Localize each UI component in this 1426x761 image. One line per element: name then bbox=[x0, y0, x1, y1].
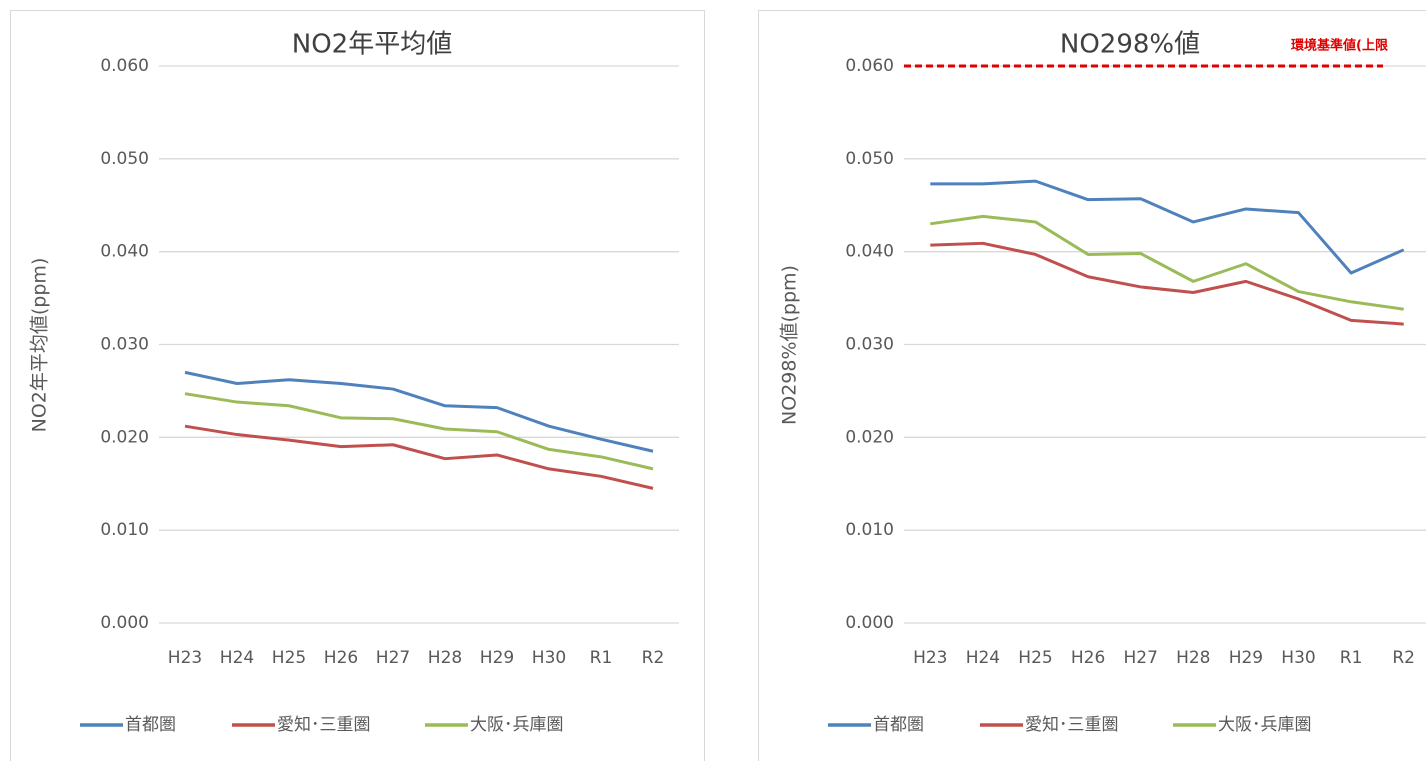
y-tick-label: 0.000 bbox=[845, 613, 894, 633]
y-axis-label: NO2年平均値(ppm) bbox=[29, 258, 51, 433]
series-line bbox=[930, 241, 1404, 326]
y-tick-label: 0.020 bbox=[845, 427, 894, 447]
y-tick-label: 0.030 bbox=[845, 335, 894, 355]
series-line bbox=[930, 179, 1405, 275]
y-tick-label: 0.060 bbox=[845, 56, 894, 76]
x-tick-label: R2 bbox=[1392, 648, 1415, 668]
x-tick-label: H25 bbox=[272, 648, 306, 668]
x-tick-label: H28 bbox=[1176, 648, 1210, 668]
x-tick-label: H30 bbox=[1281, 648, 1315, 668]
legend-label: 大阪･兵庫圏 bbox=[1218, 715, 1312, 735]
legend-label: 愛知･三重圏 bbox=[1025, 715, 1119, 735]
series-line bbox=[184, 392, 654, 471]
y-tick-label: 0.030 bbox=[100, 335, 149, 355]
x-tick-label: H29 bbox=[1229, 648, 1263, 668]
x-tick-label: R1 bbox=[590, 648, 613, 668]
y-tick-label: 0.020 bbox=[100, 427, 149, 447]
legend-label: 首都圏 bbox=[873, 715, 924, 735]
x-tick-label: H27 bbox=[1123, 648, 1157, 668]
x-tick-label: R1 bbox=[1340, 648, 1363, 668]
y-tick-label: 0.040 bbox=[845, 242, 894, 262]
y-tick-label: 0.010 bbox=[100, 520, 149, 540]
x-tick-label: H30 bbox=[532, 648, 566, 668]
series-line bbox=[184, 424, 654, 490]
series-line bbox=[930, 214, 1404, 311]
legend-label: 大阪･兵庫圏 bbox=[470, 715, 564, 735]
x-tick-label: R2 bbox=[642, 648, 665, 668]
y-tick-label: 0.040 bbox=[100, 242, 149, 262]
chart-frame bbox=[758, 10, 1426, 761]
x-tick-label: H24 bbox=[966, 648, 1000, 668]
x-tick-label: H28 bbox=[428, 648, 462, 668]
x-tick-label: H26 bbox=[324, 648, 358, 668]
y-tick-label: 0.010 bbox=[845, 520, 894, 540]
x-tick-label: H23 bbox=[913, 648, 947, 668]
legend-label: 愛知･三重圏 bbox=[277, 715, 371, 735]
legend-label: 首都圏 bbox=[125, 715, 176, 735]
series-line bbox=[184, 370, 654, 453]
y-axis-label: NO298%値(ppm) bbox=[779, 265, 801, 425]
chart-title: NO2年平均値 bbox=[292, 30, 452, 60]
y-tick-label: 0.050 bbox=[100, 149, 149, 169]
x-tick-label: H23 bbox=[168, 648, 202, 668]
x-tick-label: H27 bbox=[376, 648, 410, 668]
reference-label: 環境基準値(上限 bbox=[1291, 38, 1389, 54]
x-tick-label: H25 bbox=[1018, 648, 1052, 668]
y-tick-label: 0.000 bbox=[100, 613, 149, 633]
x-tick-label: H26 bbox=[1071, 648, 1105, 668]
x-tick-label: H24 bbox=[220, 648, 254, 668]
y-tick-label: 0.050 bbox=[845, 149, 894, 169]
y-tick-label: 0.060 bbox=[100, 56, 149, 76]
chart-title: NO298%値 bbox=[1060, 30, 1200, 60]
x-tick-label: H29 bbox=[480, 648, 514, 668]
